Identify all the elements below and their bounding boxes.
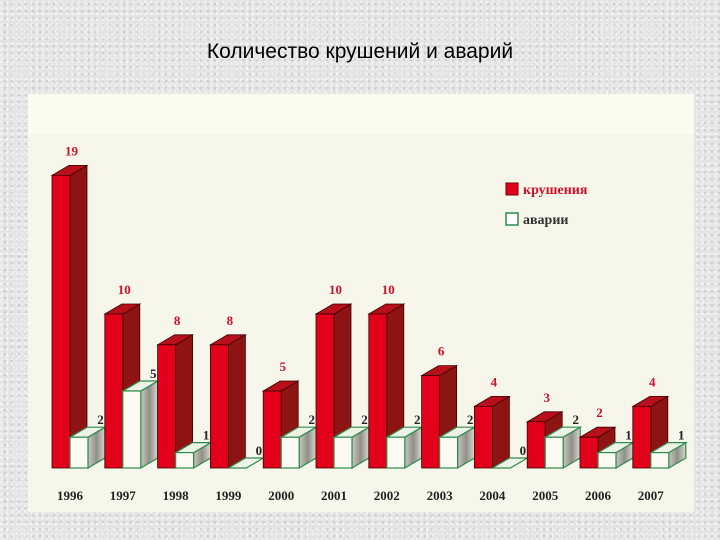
accident-value-label: 0 xyxy=(520,443,527,458)
accident-value-label: 2 xyxy=(308,412,315,427)
bar-group-2005: 3 2 2005 xyxy=(525,390,583,503)
crash-bar xyxy=(367,303,406,469)
x-axis-year-label: 2000 xyxy=(268,488,294,503)
bar-group-1997: 10 5 1997 xyxy=(103,282,161,503)
x-axis-year-label: 1997 xyxy=(110,488,137,503)
accident-bar xyxy=(542,426,583,470)
crash-value-label: 10 xyxy=(118,282,131,297)
bar-group-2006: 2 1 2006 xyxy=(578,405,636,503)
bar-group-1996: 19 2 1996 xyxy=(50,143,108,503)
x-axis-year-label: 2006 xyxy=(585,488,612,503)
crash-value-label: 10 xyxy=(329,282,342,297)
crash-value-label: 2 xyxy=(596,405,603,420)
bar-group-1998: 8 1 1998 xyxy=(156,313,213,503)
bar-group-1999: 8 0 1999 xyxy=(208,313,266,503)
slide-title: Количество крушений и аварий xyxy=(206,40,514,63)
accident-bar xyxy=(437,426,477,470)
x-axis-year-label: 2002 xyxy=(374,488,400,503)
accident-bar xyxy=(120,379,161,470)
crash-value-label: 6 xyxy=(438,344,445,359)
accident-value-label: 1 xyxy=(678,428,685,443)
chart-panel: 19 2 1996 10 5 1997 8 1 1998 8 0 1999 5 2 2000 10 2 2001 1… xyxy=(28,94,694,512)
legend-label: аварии xyxy=(523,213,568,228)
legend-item-0: крушения xyxy=(505,182,588,198)
crash-value-label: 3 xyxy=(543,390,550,405)
accident-value-label: 1 xyxy=(625,428,632,443)
accident-value-label: 2 xyxy=(97,412,104,427)
bar-chart: 1921996105199781199880199952200010220011… xyxy=(50,143,689,503)
crash-value-label: 5 xyxy=(279,359,286,374)
accident-bar xyxy=(648,441,689,470)
bar-group-2004: 4 0 2004 xyxy=(472,374,530,503)
crash-value-label: 4 xyxy=(491,374,498,389)
bar-group-2000: 5 2 2000 xyxy=(261,359,319,503)
bar-group-2001: 10 2 2001 xyxy=(314,282,372,503)
accident-value-label: 2 xyxy=(572,412,579,427)
bar-group-2007: 4 1 2007 xyxy=(631,374,689,503)
accident-value-label: 2 xyxy=(414,412,421,427)
crash-value-label: 10 xyxy=(382,282,395,297)
bar-group-2002: 10 2 2002 xyxy=(367,282,425,503)
accident-value-label: 0 xyxy=(256,443,263,458)
x-axis-year-label: 2004 xyxy=(479,488,506,503)
legend-label: крушения xyxy=(523,183,588,198)
legend-swatch-accident xyxy=(505,212,519,226)
accident-value-label: 2 xyxy=(467,412,474,427)
accident-value-label: 5 xyxy=(150,366,157,381)
x-axis-year-label: 2003 xyxy=(427,488,454,503)
accident-bar xyxy=(595,441,636,470)
crash-bar xyxy=(50,164,89,469)
accident-bar xyxy=(67,426,108,470)
crash-bar xyxy=(314,303,353,469)
crash-value-label: 8 xyxy=(174,313,181,328)
accident-value-label: 1 xyxy=(203,428,210,443)
crash-bar xyxy=(208,334,247,469)
x-axis-year-label: 2005 xyxy=(532,488,559,503)
accident-value-label: 2 xyxy=(361,412,368,427)
crash-value-label: 8 xyxy=(227,313,234,328)
chart-top-band xyxy=(28,94,694,134)
crash-bar xyxy=(472,395,511,469)
legend: крушения аварии xyxy=(505,182,588,228)
accident-bar xyxy=(278,426,319,470)
x-axis-year-label: 2007 xyxy=(638,488,665,503)
legend-swatch-crash xyxy=(505,182,519,196)
bar-group-2003: 6 2 2003 xyxy=(420,344,477,503)
x-axis-year-label: 1996 xyxy=(57,488,84,503)
legend-item-1: аварии xyxy=(505,212,568,228)
x-axis-year-label: 1998 xyxy=(163,488,190,503)
crash-value-label: 4 xyxy=(649,374,656,389)
crash-value-label: 19 xyxy=(65,143,79,158)
x-axis-year-label: 1999 xyxy=(215,488,242,503)
x-axis-year-label: 2001 xyxy=(321,488,347,503)
